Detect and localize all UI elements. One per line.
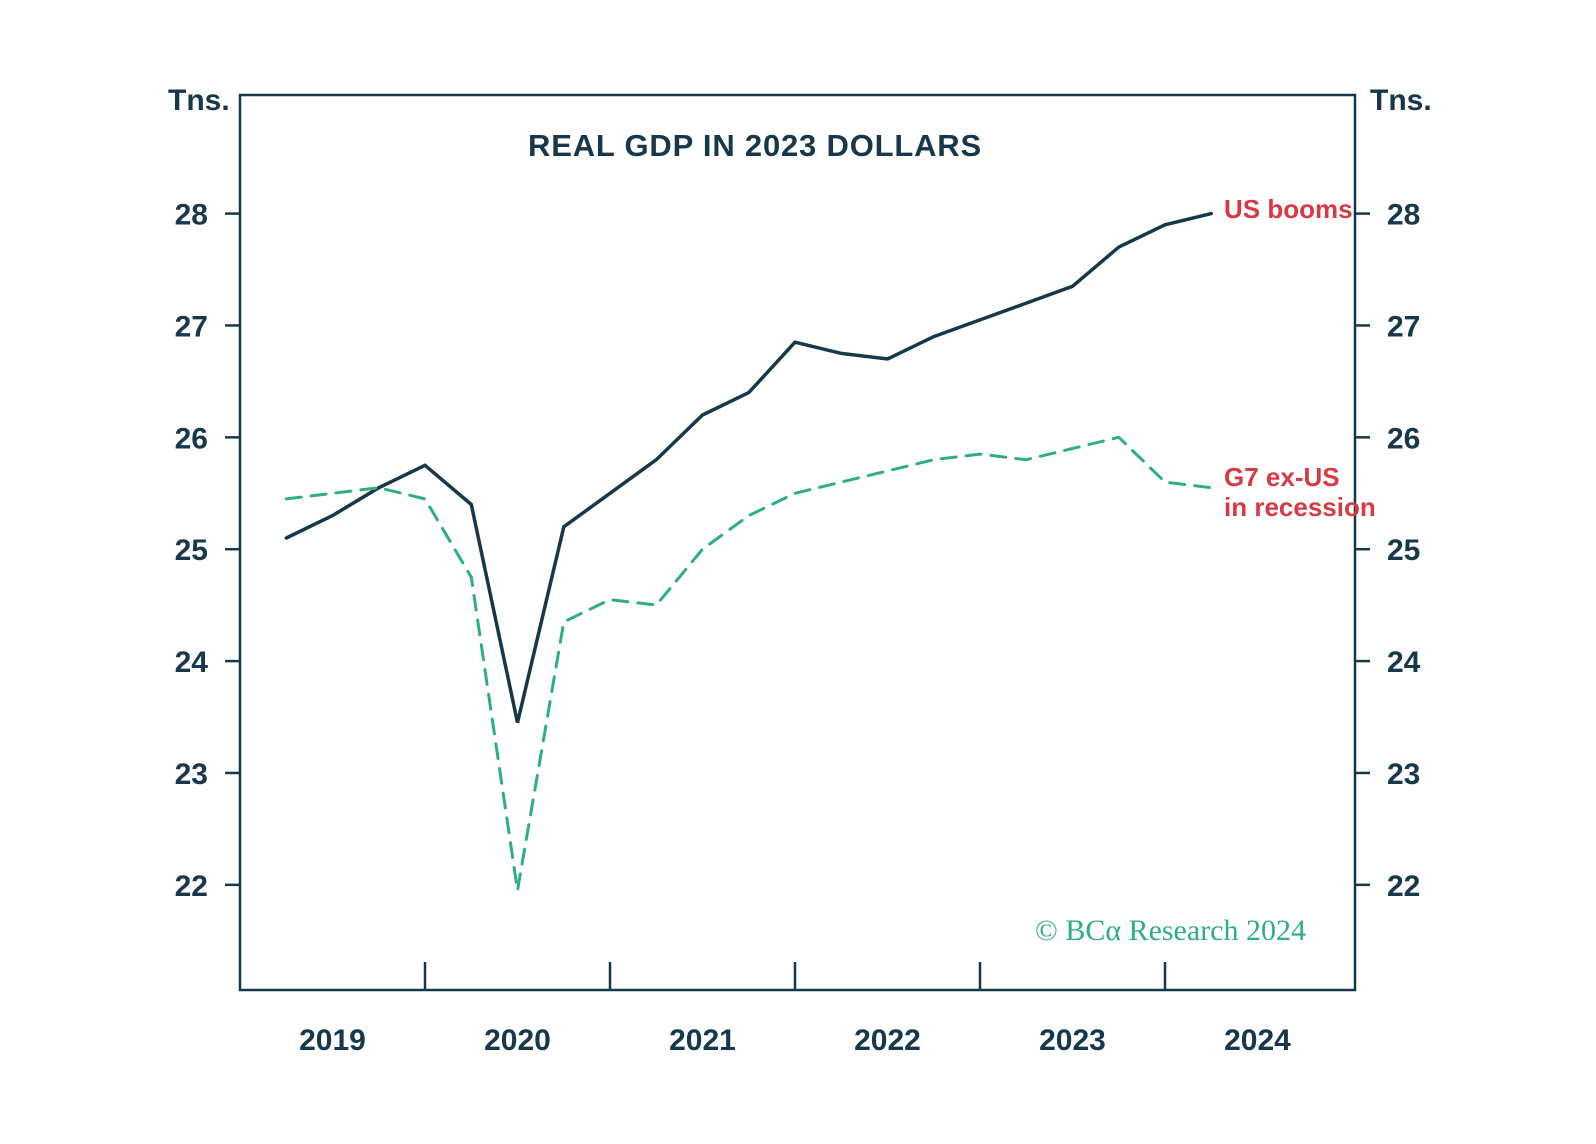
y-tick-label-left: 24 [175, 646, 209, 679]
x-tick-label: 2024 [1224, 1024, 1291, 1057]
y-tick-label-left: 22 [175, 870, 208, 903]
annotation-us-booms: US booms [1224, 194, 1353, 224]
copyright-notice: © BCα Research 2024 [1035, 914, 1306, 947]
x-tick-label: 2020 [484, 1024, 551, 1057]
y-tick-label-right: 24 [1387, 646, 1421, 679]
y-tick-label-right: 27 [1387, 310, 1420, 343]
y-tick-label-right: 25 [1387, 534, 1420, 567]
series-line-g7-ex-us-in-recession [284, 435, 1213, 891]
x-tick-label: 2022 [854, 1024, 921, 1057]
y-tick-label-right: 23 [1387, 758, 1420, 791]
y-tick-label-left: 23 [175, 758, 208, 791]
annotation-g7-line1: G7 ex-US [1224, 462, 1340, 492]
y-tick-label-right: 26 [1387, 422, 1420, 455]
y-tick-label-left: 28 [175, 199, 208, 232]
x-tick-label: 2019 [299, 1024, 366, 1057]
y-axis-unit-right: Tns. [1370, 84, 1432, 117]
series-line-us-booms [284, 211, 1214, 724]
y-tick-label-left: 26 [175, 422, 208, 455]
annotation-g7-line2: in recession [1224, 492, 1376, 523]
y-tick-label-right: 28 [1387, 199, 1420, 232]
chart-title: REAL GDP IN 2023 DOLLARS [528, 128, 982, 163]
x-tick-label: 2021 [669, 1024, 736, 1057]
y-tick-label-right: 22 [1387, 870, 1420, 903]
y-axis-unit-left: Tns. [168, 84, 230, 117]
y-tick-label-left: 27 [175, 310, 208, 343]
plot-frame [238, 93, 1357, 992]
y-tick-label-left: 25 [175, 534, 208, 567]
x-tick-label: 2023 [1039, 1024, 1106, 1057]
annotation-g7-recession: G7 ex-US in recession [1224, 462, 1376, 522]
